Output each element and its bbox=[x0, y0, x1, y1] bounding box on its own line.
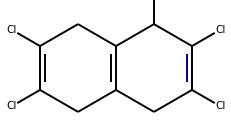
Text: Cl: Cl bbox=[6, 101, 17, 111]
Text: Cl: Cl bbox=[214, 25, 225, 35]
Text: Cl: Cl bbox=[6, 25, 17, 35]
Text: Cl: Cl bbox=[214, 101, 225, 111]
